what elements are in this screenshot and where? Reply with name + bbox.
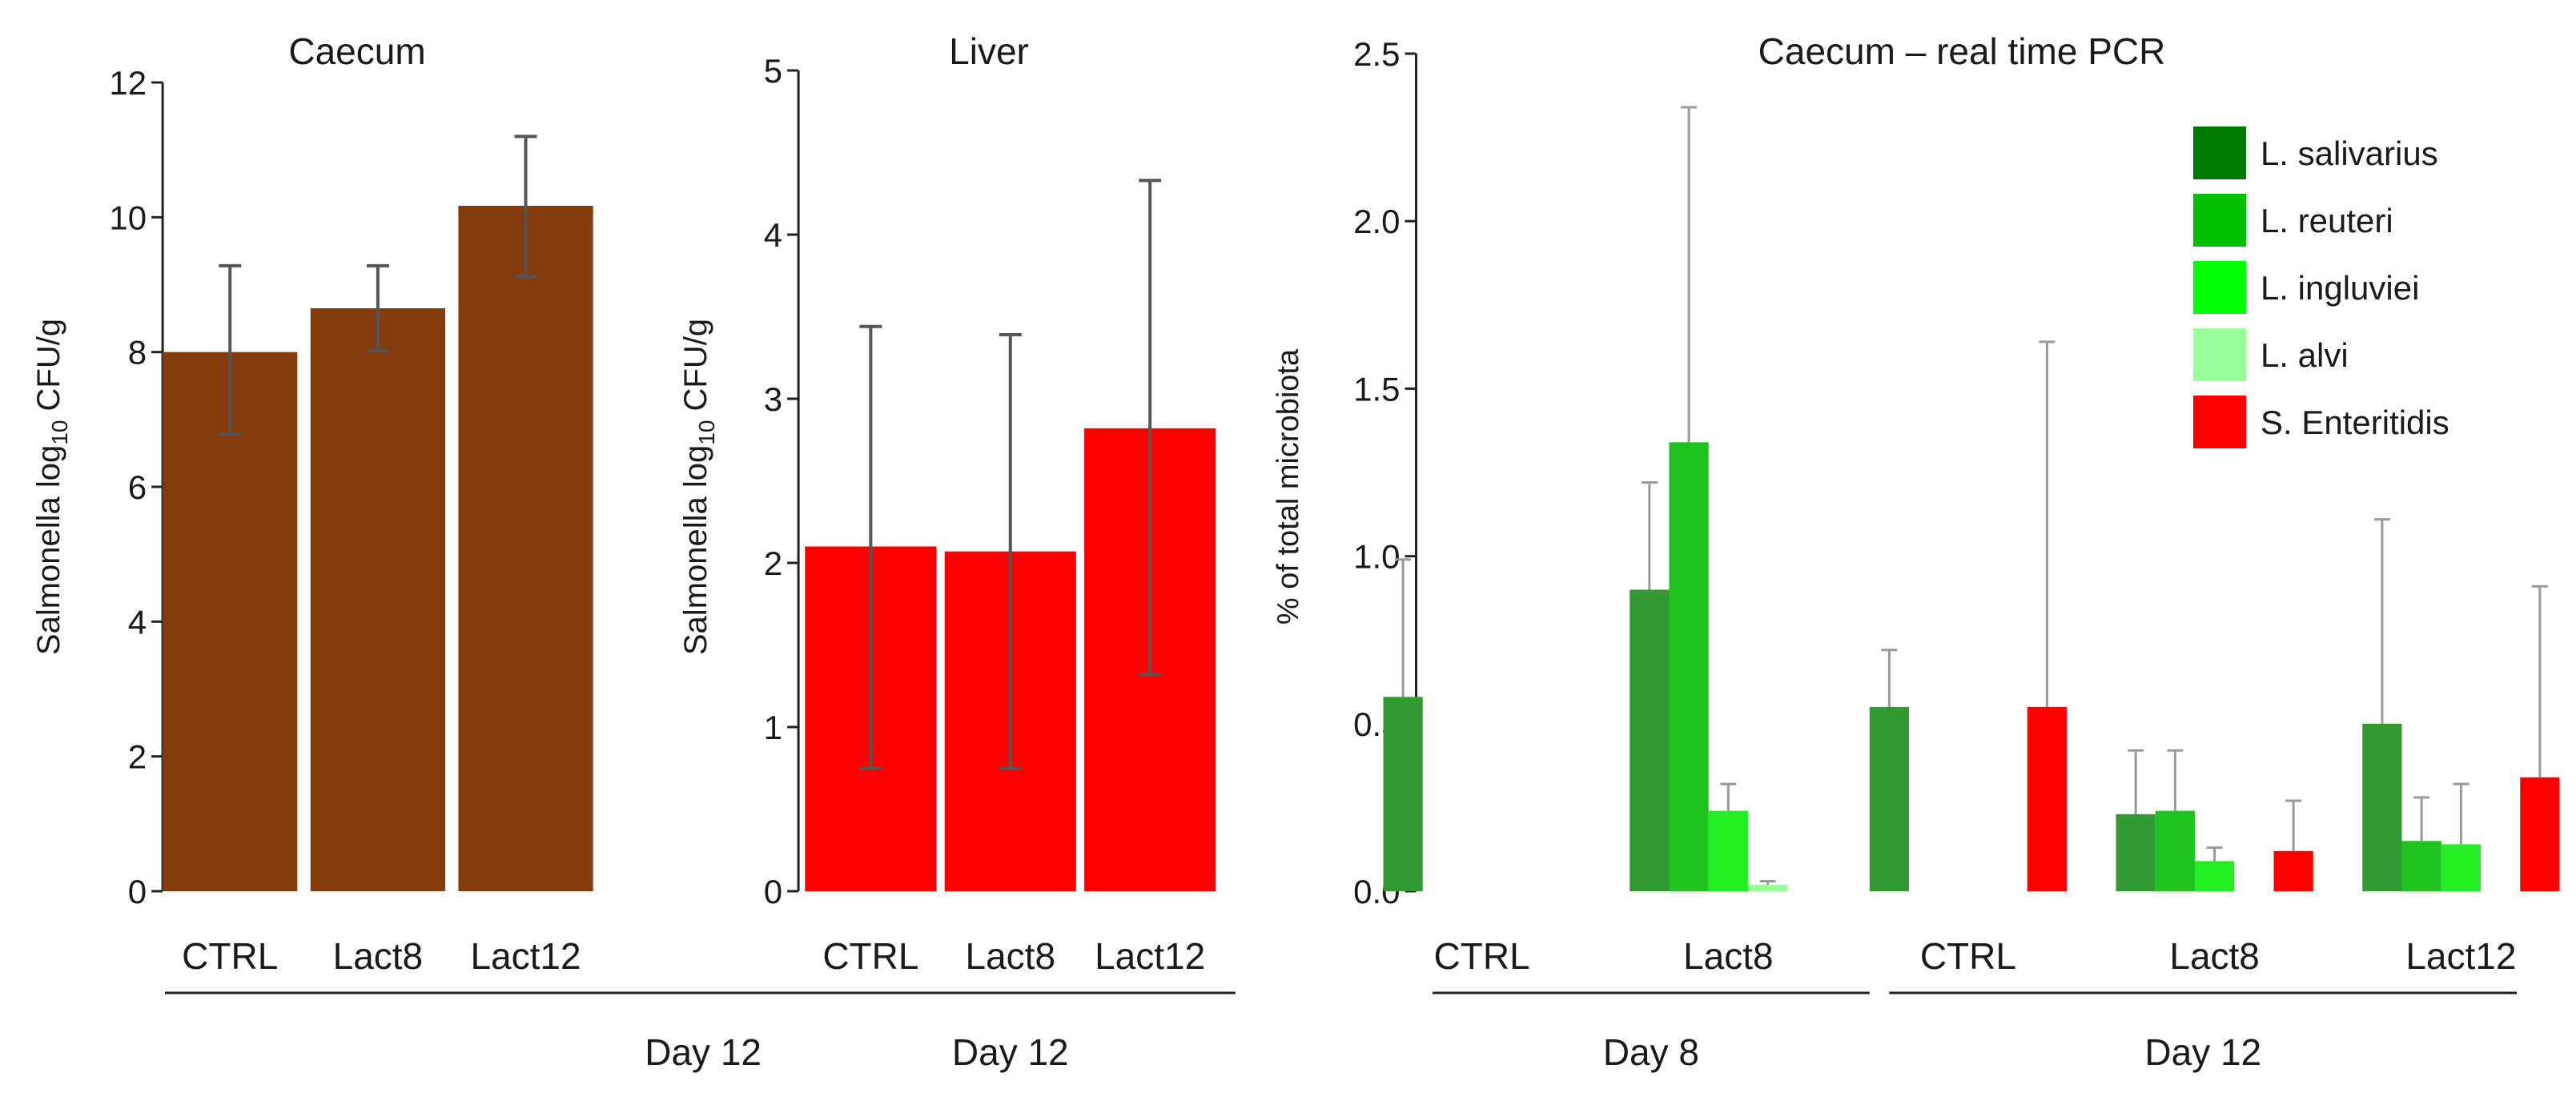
caecum-y-tick-label: 10 [109,199,147,236]
pcr-bar-l-reuteri-lact12 [2401,841,2441,891]
pcr-bar-l-alvi-lact8 [1747,884,1788,891]
caecum-category-label: Lact12 [470,935,581,977]
liver-chart-title: Liver [949,30,1029,72]
legend-label: L. alvi [2261,336,2349,374]
pcr-bar-l-salivarius-lact8 [2116,814,2156,891]
pcr-category-label: Lact12 [2405,935,2516,977]
caecum-y-tick-label: 2 [128,738,147,776]
liver-chart: Liver 0 1 2 3 4 5 Salmonella log10 CFU/g CTRL La… [678,30,1236,1073]
liver-y-axis-label: Salmonella log10 CFU/g [678,319,719,655]
pcr-bar-l-salivarius-ctrl [1383,697,1423,891]
liver-y-axis-label-sub: 10 [694,420,719,445]
pcr-bar-l-ingluviei-lact8 [2195,861,2235,891]
caecum-y-tick-label: 8 [128,334,147,372]
pcr-bar-l-ingluviei-lact12 [2441,844,2482,891]
legend-swatch-l-reuteri [2192,194,2246,247]
pcr-group-label: Day 12 [2144,1031,2261,1073]
pcr-y-axis-label: % of total microbiota [1272,348,1305,625]
liver-y-tick-label: 5 [764,52,782,90]
pcr-bar-l-ingluviei-lact8 [1708,810,1748,891]
pcr-category-label: CTRL [1920,935,2016,977]
pcr-bar-l-salivarius-ctrl [1869,706,1910,891]
caecum-y-axis-label-sub: 10 [47,420,72,445]
pcr-bar-s-enteritidis-ctrl [2027,706,2067,891]
pcr-y-tick-label: 2.5 [1353,35,1400,73]
legend-label: S. Enteritidis [2261,404,2449,441]
liver-y-axis-label-unit: CFU/g [678,319,713,420]
liver-y-tick-label: 0 [764,873,782,910]
liver-y-tick-label: 3 [764,380,782,418]
legend-label: L. ingluviei [2261,269,2419,307]
caecum-y-tick-label: 0 [128,873,147,910]
liver-category-label: CTRL [822,935,918,977]
pcr-category-label: Lact8 [2169,935,2260,977]
pcr-bar-s-enteritidis-lact12 [2520,777,2560,891]
pcr-bar-l-salivarius-lact8 [1630,589,1670,891]
caecum-bar-lact12 [458,206,593,891]
legend-swatch-l-ingluviei [2192,261,2246,314]
liver-group-label: Day 12 [952,1031,1069,1073]
pcr-bar-l-reuteri-lact8 [2155,810,2196,891]
liver-y-tick-label: 2 [764,544,782,582]
pcr-chart-title: Caecum – real time PCR [1758,30,2166,72]
caecum-y-tick-label: 4 [128,603,147,641]
caecum-y-tick-label: 12 [109,64,147,102]
pcr-bar-s-enteritidis-lact8 [2273,850,2313,891]
liver-y-tick-label: 1 [764,709,782,746]
caecum-y-axis-label: Salmonella log10 CFU/g [31,319,72,655]
liver-y-axis-label-main: Salmonella log [678,445,713,655]
caecum-y-axis-label-unit: CFU/g [31,319,66,420]
legend-swatch-l-salivarius [2192,127,2246,179]
pcr-category-label: Lact8 [1683,935,1774,977]
caecum-y-tick-label: 6 [128,468,147,506]
caecum-bar-lact8 [310,307,445,891]
liver-category-label: Lact12 [1095,935,1205,977]
caecum-category-label: Lact8 [333,935,424,977]
pcr-y-tick-label: 1.5 [1353,370,1400,408]
legend-label: L. reuteri [2261,202,2393,239]
legend-swatch-l-alvi [2192,328,2246,381]
caecum-category-label: CTRL [182,935,278,977]
pcr-bar-l-reuteri-lact8 [1669,442,1709,891]
caecum-chart-title: Caecum [288,30,425,72]
liver-category-label: Lact8 [966,935,1056,977]
pcr-group-label: Day 8 [1603,1031,1699,1073]
caecum-group-label: Day 12 [645,1031,762,1073]
pcr-category-label: CTRL [1434,935,1530,977]
pcr-chart: Caecum – real time PCR 0.00.51.01.52.02.… [1272,30,2560,1073]
caecum-bar-ctrl [163,352,298,892]
legend-label: L. salivarius [2261,135,2438,172]
liver-y-tick-label: 4 [764,216,782,254]
pcr-bar-l-salivarius-lact12 [2362,723,2402,891]
legend-swatch-s-enteritidis [2192,396,2246,448]
pcr-y-tick-label: 2.0 [1353,203,1400,240]
caecum-y-axis-label-main: Salmonella log [31,445,66,655]
pcr-y-tick-label: 1.0 [1353,538,1400,576]
